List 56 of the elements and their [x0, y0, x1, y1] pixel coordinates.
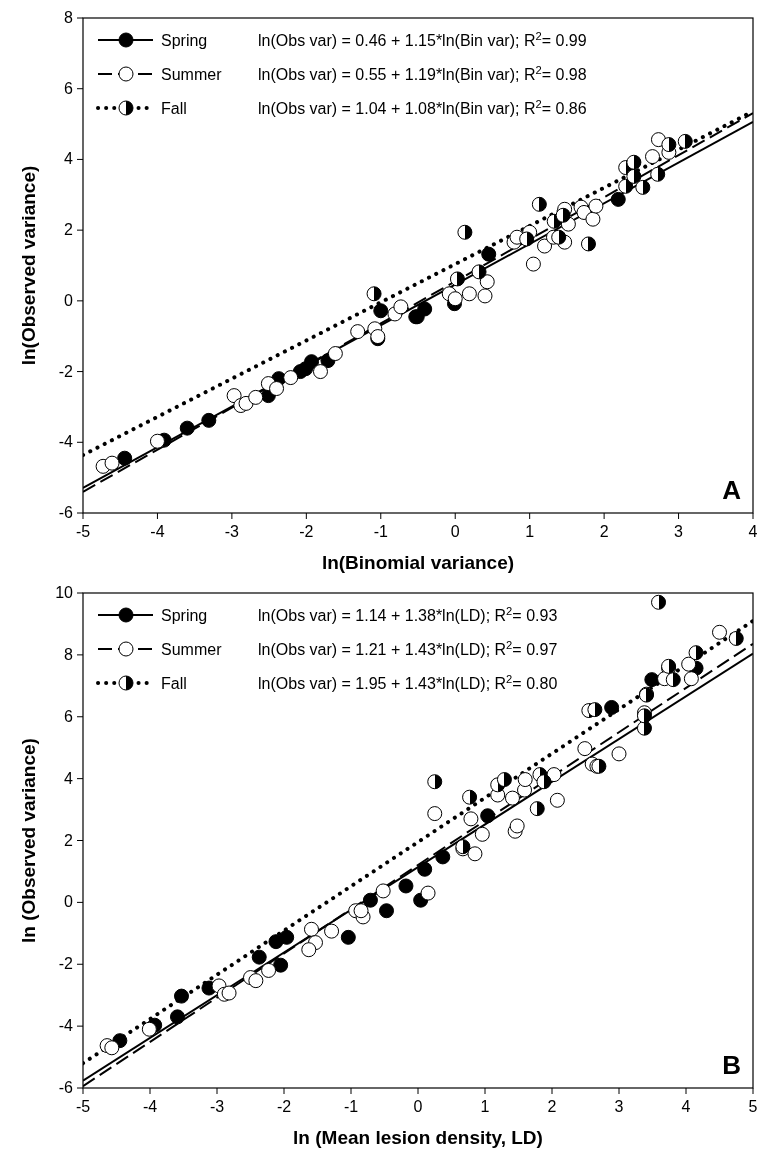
x-tick-label: 2	[547, 1098, 557, 1115]
legend-label: Summer	[161, 641, 223, 658]
y-tick-label: 4	[64, 150, 74, 168]
annotation: ln(Obs var) = 1.95 + 1.43*ln(LD); R$^{2}$= 0.80	[258, 673, 558, 692]
x-tick-label: -5	[75, 1098, 91, 1115]
annotation: ln(Obs var) = 1.04 + 1.08*ln(Bin var); R$^{2}$= 0.86	[258, 98, 587, 117]
annotation: B	[722, 1050, 741, 1080]
x-tick-label: -2	[276, 1098, 292, 1115]
y-tick-label: -4	[58, 433, 74, 451]
annotation: ln(Obs var) = 1.14 + 1.38*ln(LD); R$^{2}$= 0.93	[258, 605, 558, 624]
annotation: ln(Obs var) = 1.21 + 1.43*ln(LD); R$^{2}$= 0.97	[258, 639, 558, 658]
x-tick-label: 3	[614, 1098, 624, 1115]
y-tick-label: 10	[55, 584, 74, 601]
x-tick-label: 1	[525, 523, 535, 540]
x-tick-label: -5	[75, 523, 91, 540]
y-tick-label: -4	[58, 1017, 74, 1035]
legend-label: Spring	[161, 607, 208, 624]
x-tick-label: -2	[299, 523, 314, 540]
x-tick-label: -3	[224, 523, 240, 540]
x-tick-label: 4	[681, 1098, 691, 1115]
x-tick-label: 3	[674, 523, 684, 540]
y-tick-label: 8	[64, 645, 74, 663]
y-tick-label: 6	[64, 79, 74, 97]
x-tick-label: -1	[343, 1098, 359, 1115]
y-axis-title: ln (Observed variance)	[18, 738, 39, 943]
annotation: ln(Obs var) = 0.46 + 1.15*ln(Bin var); R$^{2}$= 0.99	[258, 30, 587, 49]
legend-label: Fall	[161, 100, 187, 117]
x-axis-title: ln (Mean lesion density, LD)	[293, 1127, 543, 1148]
y-tick-label: 0	[64, 291, 74, 309]
x-tick-label: 5	[748, 1098, 758, 1115]
y-axis-title: ln(Observed variance)	[18, 165, 39, 366]
y-tick-label: -6	[58, 504, 74, 521]
x-tick-label: -4	[142, 1098, 158, 1115]
x-axis-title: ln(Binomial variance)	[321, 552, 515, 573]
y-tick-label: 4	[64, 769, 74, 787]
x-tick-label: 0	[413, 1098, 423, 1115]
y-tick-label: 0	[64, 893, 74, 911]
y-tick-label: -6	[58, 1079, 74, 1096]
legend-label: Summer	[161, 66, 223, 83]
y-tick-label: -2	[58, 362, 74, 380]
y-tick-label: 2	[64, 831, 74, 849]
legend-label: Fall	[161, 675, 187, 692]
x-tick-label: -3	[209, 1098, 225, 1115]
legend-label: Spring	[161, 32, 208, 49]
x-tick-label: 2	[599, 523, 609, 540]
x-tick-label: 0	[450, 523, 460, 540]
annotation: ln(Obs var) = 0.55 + 1.19*ln(Bin var); R$^{2}$= 0.98	[258, 64, 587, 83]
y-tick-label: 6	[64, 707, 74, 725]
y-tick-label: 2	[64, 221, 74, 239]
annotation: A	[722, 475, 742, 505]
y-tick-label: -2	[58, 955, 74, 973]
x-tick-label: 1	[480, 1098, 490, 1115]
x-tick-label: 4	[748, 523, 758, 540]
y-tick-label: 8	[64, 9, 74, 26]
x-tick-label: -4	[150, 523, 165, 540]
x-tick-label: -1	[373, 523, 388, 540]
